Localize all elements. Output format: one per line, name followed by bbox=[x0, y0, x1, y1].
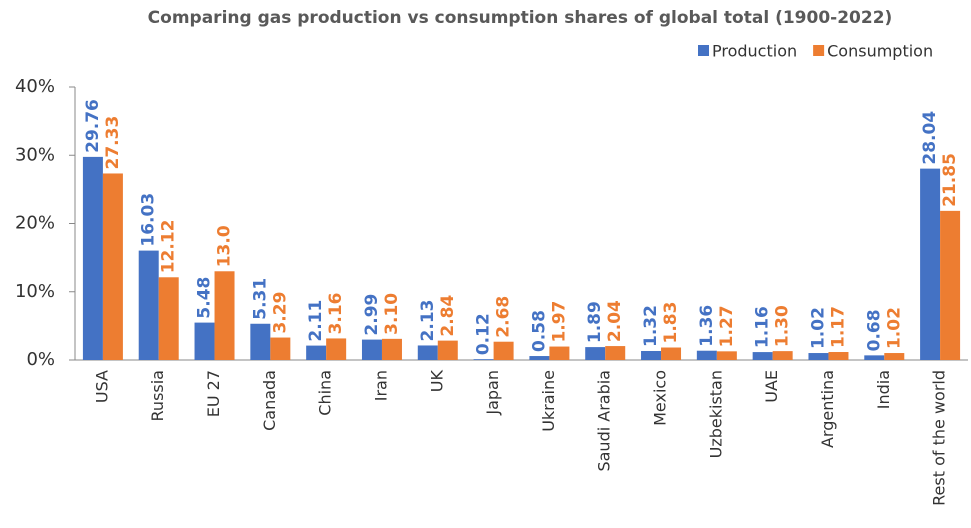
bar bbox=[585, 347, 606, 360]
bar bbox=[529, 356, 550, 360]
bar bbox=[326, 338, 347, 360]
x-tick-label: USA bbox=[92, 370, 111, 403]
data-label: 5.48 bbox=[195, 277, 215, 319]
bar bbox=[864, 355, 885, 360]
data-label: 12.12 bbox=[159, 219, 179, 273]
bar bbox=[752, 352, 773, 360]
data-label: 2.99 bbox=[362, 294, 382, 336]
x-tick-label: UAE bbox=[762, 370, 781, 403]
data-label: 1.27 bbox=[717, 305, 737, 347]
bar bbox=[437, 340, 458, 360]
y-tick-label: 20% bbox=[15, 213, 55, 234]
legend-swatch bbox=[813, 45, 825, 56]
bar bbox=[549, 346, 570, 360]
data-label: 2.04 bbox=[605, 300, 625, 342]
x-tick-label: India bbox=[874, 370, 893, 409]
x-tick-label: Mexico bbox=[651, 370, 670, 426]
y-tick-label: 10% bbox=[15, 281, 55, 302]
bar bbox=[361, 339, 382, 360]
data-label: 3.10 bbox=[382, 293, 402, 335]
data-label: 0.12 bbox=[474, 313, 494, 355]
y-tick-label: 40% bbox=[15, 76, 55, 97]
data-label: 28.04 bbox=[920, 111, 940, 165]
bar bbox=[828, 352, 849, 360]
data-label: 2.13 bbox=[418, 300, 438, 342]
x-tick-label: EU 27 bbox=[204, 370, 223, 417]
data-label: 0.68 bbox=[864, 309, 884, 351]
data-label: 2.68 bbox=[494, 296, 514, 338]
data-label: 1.02 bbox=[808, 307, 828, 349]
bar bbox=[884, 353, 905, 360]
data-label: 5.31 bbox=[250, 278, 270, 320]
data-label: 13.0 bbox=[215, 225, 235, 267]
bar bbox=[772, 351, 793, 360]
bar bbox=[808, 353, 829, 360]
x-tick-label: Uzbekistan bbox=[706, 370, 725, 458]
chart-title: Comparing gas production vs consumption … bbox=[148, 8, 893, 28]
data-label: 1.16 bbox=[753, 306, 773, 348]
y-tick-label: 0% bbox=[26, 349, 55, 370]
data-label: 16.03 bbox=[139, 193, 159, 247]
bar bbox=[641, 350, 662, 360]
x-tick-label: Argentina bbox=[818, 370, 837, 448]
legend-swatch bbox=[698, 45, 709, 56]
y-tick-label: 30% bbox=[15, 144, 55, 165]
data-label: 1.30 bbox=[773, 305, 793, 347]
data-label: 3.29 bbox=[270, 292, 290, 334]
data-label: 1.02 bbox=[884, 307, 904, 349]
data-label: 21.85 bbox=[940, 153, 960, 207]
data-label: 0.58 bbox=[529, 310, 549, 352]
bar bbox=[158, 277, 179, 360]
data-label: 27.33 bbox=[103, 116, 123, 170]
bar bbox=[940, 210, 961, 360]
bar bbox=[381, 338, 402, 360]
bar bbox=[214, 271, 235, 360]
x-tick-label: Canada bbox=[260, 370, 279, 431]
data-label: 1.89 bbox=[585, 301, 605, 343]
bar bbox=[417, 345, 438, 360]
bar bbox=[605, 346, 626, 360]
bar bbox=[102, 173, 123, 360]
legend-label: Production bbox=[712, 42, 797, 61]
bar bbox=[473, 359, 494, 360]
data-label: 1.83 bbox=[661, 302, 681, 344]
bar bbox=[493, 341, 514, 360]
bar bbox=[920, 168, 941, 360]
x-tick-label: Rest of the world bbox=[930, 370, 949, 506]
bar bbox=[194, 322, 215, 360]
x-tick-label: Saudi Arabia bbox=[595, 370, 614, 472]
bar bbox=[82, 156, 103, 360]
data-label: 1.36 bbox=[697, 305, 717, 347]
data-label: 1.97 bbox=[549, 301, 569, 343]
x-tick-label: Russia bbox=[148, 370, 167, 421]
data-label: 3.16 bbox=[326, 292, 346, 334]
bar bbox=[716, 351, 737, 360]
bar bbox=[270, 337, 291, 360]
x-tick-label: Japan bbox=[483, 370, 502, 416]
data-label: 2.11 bbox=[306, 300, 326, 342]
bar bbox=[306, 345, 327, 360]
x-tick-label: Iran bbox=[371, 370, 390, 401]
bar bbox=[696, 350, 717, 360]
x-tick-label: China bbox=[316, 370, 335, 416]
bar bbox=[250, 323, 271, 360]
x-tick-label: UK bbox=[427, 369, 446, 392]
x-tick-label: Ukraine bbox=[539, 370, 558, 432]
data-label: 1.32 bbox=[641, 305, 661, 347]
bar bbox=[661, 347, 682, 360]
bar bbox=[138, 250, 159, 360]
data-label: 1.17 bbox=[828, 306, 848, 348]
data-label: 2.84 bbox=[438, 295, 458, 337]
legend-label: Consumption bbox=[827, 42, 933, 61]
data-label: 29.76 bbox=[83, 99, 103, 153]
